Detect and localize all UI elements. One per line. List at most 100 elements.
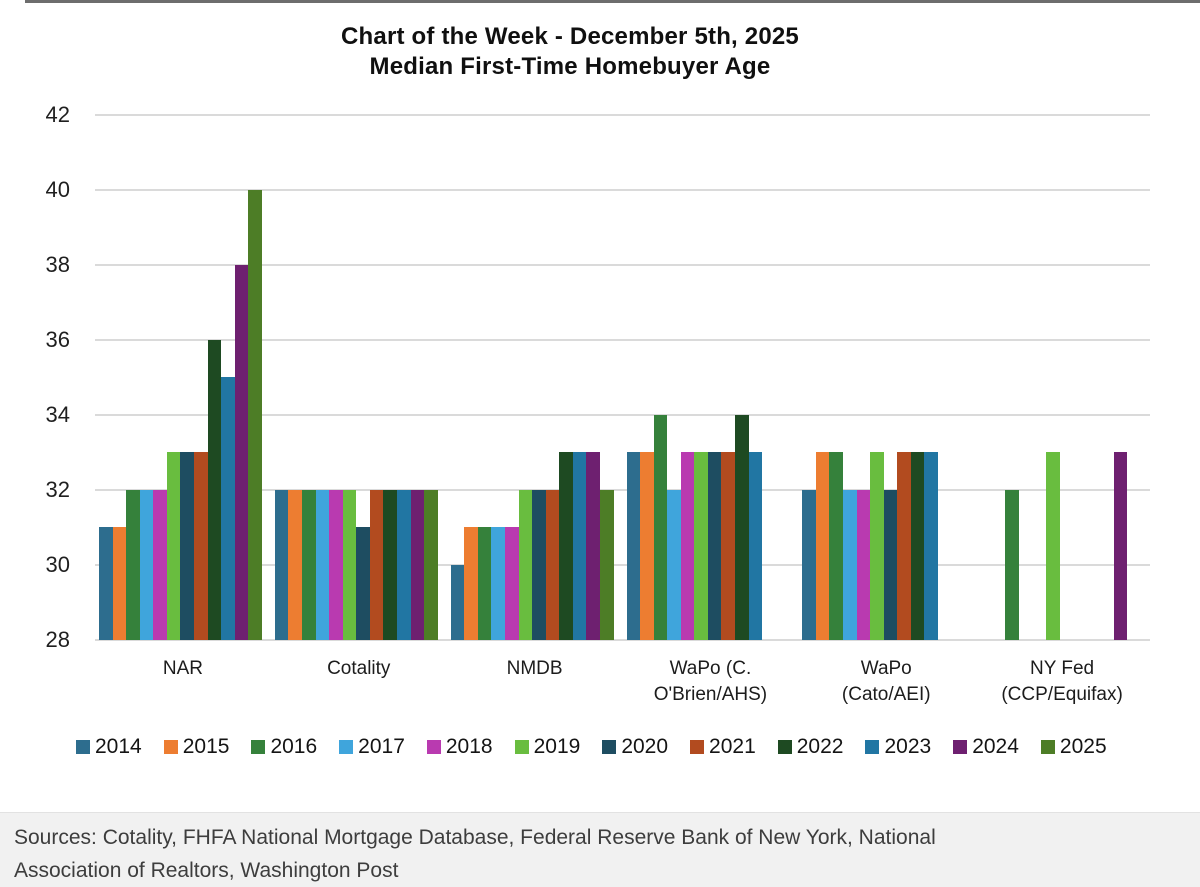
legend-label-2014: 2014	[95, 735, 142, 758]
x-axis-label-nar: NAR	[162, 658, 203, 679]
bar-2022-cotality	[383, 490, 397, 640]
bar-2025-nmdb	[600, 490, 614, 640]
x-axis-label-ny-fed-ccp-equifax: NY Fed (CCP/Equifax)	[1001, 658, 1123, 705]
chart-title-line2: Median First-Time Homebuyer Age	[369, 53, 771, 80]
bar-2018-nar	[153, 490, 167, 640]
x-axis-label-nmdb: NMDB	[506, 658, 563, 679]
y-axis-tick-42: 42	[45, 102, 70, 127]
plot-area: 28 30 32 34 36 38 40 42 NAR Cotality NMDB WaPo (C. O…	[45, 102, 1150, 705]
bar-2016-nar	[126, 490, 140, 640]
gridline-34	[95, 414, 1150, 416]
bar-2018-cotality	[329, 490, 343, 640]
gridline-40	[95, 189, 1150, 191]
bar-2016-nmdb	[478, 527, 491, 640]
legend-label-2019: 2019	[533, 735, 581, 758]
bar-2019-nar	[167, 452, 180, 640]
gridline-36	[95, 339, 1150, 341]
bar-2021-nmdb	[546, 490, 559, 640]
legend: 2014 2015 2016 2017 2018 2019 2020 2021 2022 2023…	[76, 735, 1107, 759]
bar-2018-nmdb	[505, 527, 519, 640]
bar-2020-nmdb	[532, 490, 546, 640]
bar-2017-wapo-c-o-brien-ahs	[667, 490, 681, 640]
legend-swatch-2021	[690, 740, 705, 754]
bar-2017-wapo-cato-aei	[843, 490, 857, 640]
bar-2020-wapo-cato-aei	[884, 490, 897, 640]
legend-label-2017: 2017	[358, 735, 405, 758]
bar-2024-nar	[235, 265, 248, 640]
source-footer-line1: Sources: Cotality, FHFA National Mortgag…	[14, 826, 936, 849]
legend-swatch-2014	[76, 740, 90, 754]
y-axis-tick-32: 32	[45, 477, 70, 502]
window-edge-artifact	[25, 0, 1200, 3]
bar-2020-cotality	[356, 527, 370, 640]
source-footer: Sources: Cotality, FHFA National Mortgag…	[0, 812, 1200, 887]
legend-label-2025: 2025	[1059, 735, 1107, 758]
bar-2014-nar	[99, 527, 113, 640]
bar-2023-wapo-c-o-brien-ahs	[749, 452, 762, 640]
bar-2021-nar	[194, 452, 208, 640]
bar-2019-nmdb	[519, 490, 532, 640]
bar-2015-nmdb	[464, 527, 478, 640]
legend-swatch-2024	[953, 740, 968, 754]
legend-label-2015: 2015	[182, 735, 230, 758]
source-footer-line2: Association of Realtors, Washington Post	[14, 859, 399, 882]
bar-2022-nmdb	[559, 452, 573, 640]
bar-2016-ny-fed-ccp-equifax	[1005, 490, 1019, 640]
x-axis-label-wapo-c-o-brien-ahs: WaPo (C. O'Brien/AHS)	[653, 658, 768, 705]
bar-2018-wapo-c-o-brien-ahs	[681, 452, 694, 640]
legend-item-2017: 2017	[339, 735, 405, 759]
legend-swatch-2022	[777, 740, 792, 754]
bar-2017-cotality	[316, 490, 329, 640]
bar-2023-nar	[221, 377, 235, 640]
legend-label-2023: 2023	[884, 735, 932, 758]
bar-2019-wapo-cato-aei	[870, 452, 884, 640]
gridline-38	[95, 264, 1150, 266]
legend-swatch-2023	[865, 740, 880, 754]
bar-2021-cotality	[370, 490, 383, 640]
legend-item-2022: 2022	[777, 735, 844, 759]
legend-swatch-2017	[339, 740, 354, 754]
legend-swatch-2019	[514, 740, 529, 754]
legend-item-2020: 2020	[602, 735, 668, 759]
bar-2022-nar	[208, 340, 221, 640]
bar-2019-cotality	[343, 490, 356, 640]
bar-2015-wapo-cato-aei	[816, 452, 829, 640]
legend-item-2025: 2025	[1040, 735, 1107, 759]
bar-2015-nar	[113, 527, 126, 640]
bar-2018-wapo-cato-aei	[857, 490, 870, 640]
bar-2024-nmdb	[586, 452, 600, 640]
legend-label-2021: 2021	[709, 735, 756, 758]
legend-label-2022: 2022	[796, 735, 844, 758]
bar-2024-cotality	[411, 490, 424, 640]
bar-2017-nar	[140, 490, 153, 640]
legend-item-2019: 2019	[514, 735, 581, 759]
bar-2021-wapo-c-o-brien-ahs	[721, 452, 735, 640]
y-axis-tick-38: 38	[45, 252, 70, 277]
y-axis-tick-28: 28	[45, 627, 70, 652]
legend-label-2020: 2020	[621, 735, 669, 758]
legend-label-2018: 2018	[445, 735, 493, 758]
bar-2021-wapo-cato-aei	[897, 452, 911, 640]
bar-2019-wapo-c-o-brien-ahs	[694, 452, 708, 640]
gridline-28	[95, 639, 1150, 641]
bar-2015-cotality	[288, 490, 302, 640]
bar-2025-nar	[248, 190, 262, 640]
bar-2016-wapo-cato-aei	[829, 452, 843, 640]
legend-item-2023: 2023	[865, 735, 931, 759]
legend-label-2024: 2024	[972, 735, 1019, 758]
y-axis-tick-34: 34	[45, 402, 70, 427]
x-axis-label-wapo-cato-aei: WaPo (Cato/AEI)	[841, 658, 931, 705]
y-axis-tick-30: 30	[45, 552, 70, 577]
y-axis-tick-36: 36	[45, 327, 70, 352]
legend-swatch-2025	[1040, 740, 1055, 754]
legend-swatch-2020	[602, 740, 617, 754]
legend-item-2016: 2016	[251, 735, 317, 759]
legend-item-2024: 2024	[953, 735, 1019, 759]
legend-swatch-2016	[251, 740, 266, 754]
bar-2014-wapo-c-o-brien-ahs	[627, 452, 640, 640]
legend-item-2014: 2014	[76, 735, 142, 759]
bar-2023-wapo-cato-aei	[924, 452, 938, 640]
legend-item-2018: 2018	[426, 735, 493, 759]
gridline-32	[95, 489, 1150, 491]
y-axis-tick-40: 40	[45, 177, 70, 202]
